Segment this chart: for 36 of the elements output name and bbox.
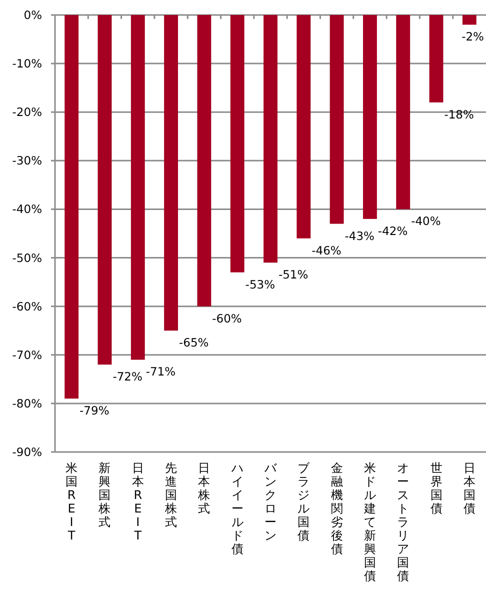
category-label: オーストラリア国債: [397, 461, 410, 583]
x-tick-label: 先進国株式: [164, 461, 178, 529]
x-tick-label: 新興国株式: [98, 461, 111, 529]
y-tick-label: -30%: [12, 154, 42, 168]
y-tick-label: -90%: [12, 445, 42, 459]
x-tick-label: 世界国債: [430, 461, 442, 516]
x-tick-label: バンクローン: [264, 461, 278, 542]
y-tick-label: -40%: [12, 202, 42, 216]
y-tick-label: -20%: [12, 105, 42, 120]
x-tick-label: 金融機関劣後債: [330, 461, 343, 556]
text: -18%: [444, 107, 474, 122]
x-tick-label: ブラジル国債: [298, 461, 311, 542]
x-tick-label: ハイイールド債: [230, 461, 244, 556]
text: -60%: [212, 311, 242, 326]
text: -65%: [179, 336, 209, 350]
y-tick-label: 0%: [24, 8, 42, 22]
y-tick-label: -10%: [12, 56, 42, 71]
x-tick-label: 日本国債: [463, 461, 476, 516]
text: -2%: [462, 30, 484, 44]
text: -79%: [80, 404, 110, 418]
x-tick-label: 日本REIT: [132, 461, 144, 542]
text: -42%: [378, 224, 408, 238]
text: -53%: [245, 277, 276, 292]
category-label: 米ドル建て新興国債: [364, 461, 376, 583]
text: -43%: [344, 228, 374, 243]
y-tick-label: -70%: [12, 348, 42, 362]
x-tick-label: 米国REIT: [66, 461, 78, 542]
text: -40%: [411, 214, 441, 228]
text: -71%: [146, 364, 176, 379]
y-tick-label: -50%: [12, 250, 42, 265]
x-tick-label: 日本株式: [197, 461, 210, 516]
y-tick-label: -80%: [12, 396, 42, 410]
text: -51%: [278, 268, 308, 282]
text: -72%: [112, 370, 142, 384]
text: -46%: [312, 243, 342, 258]
y-tick-label: -60%: [12, 299, 42, 314]
